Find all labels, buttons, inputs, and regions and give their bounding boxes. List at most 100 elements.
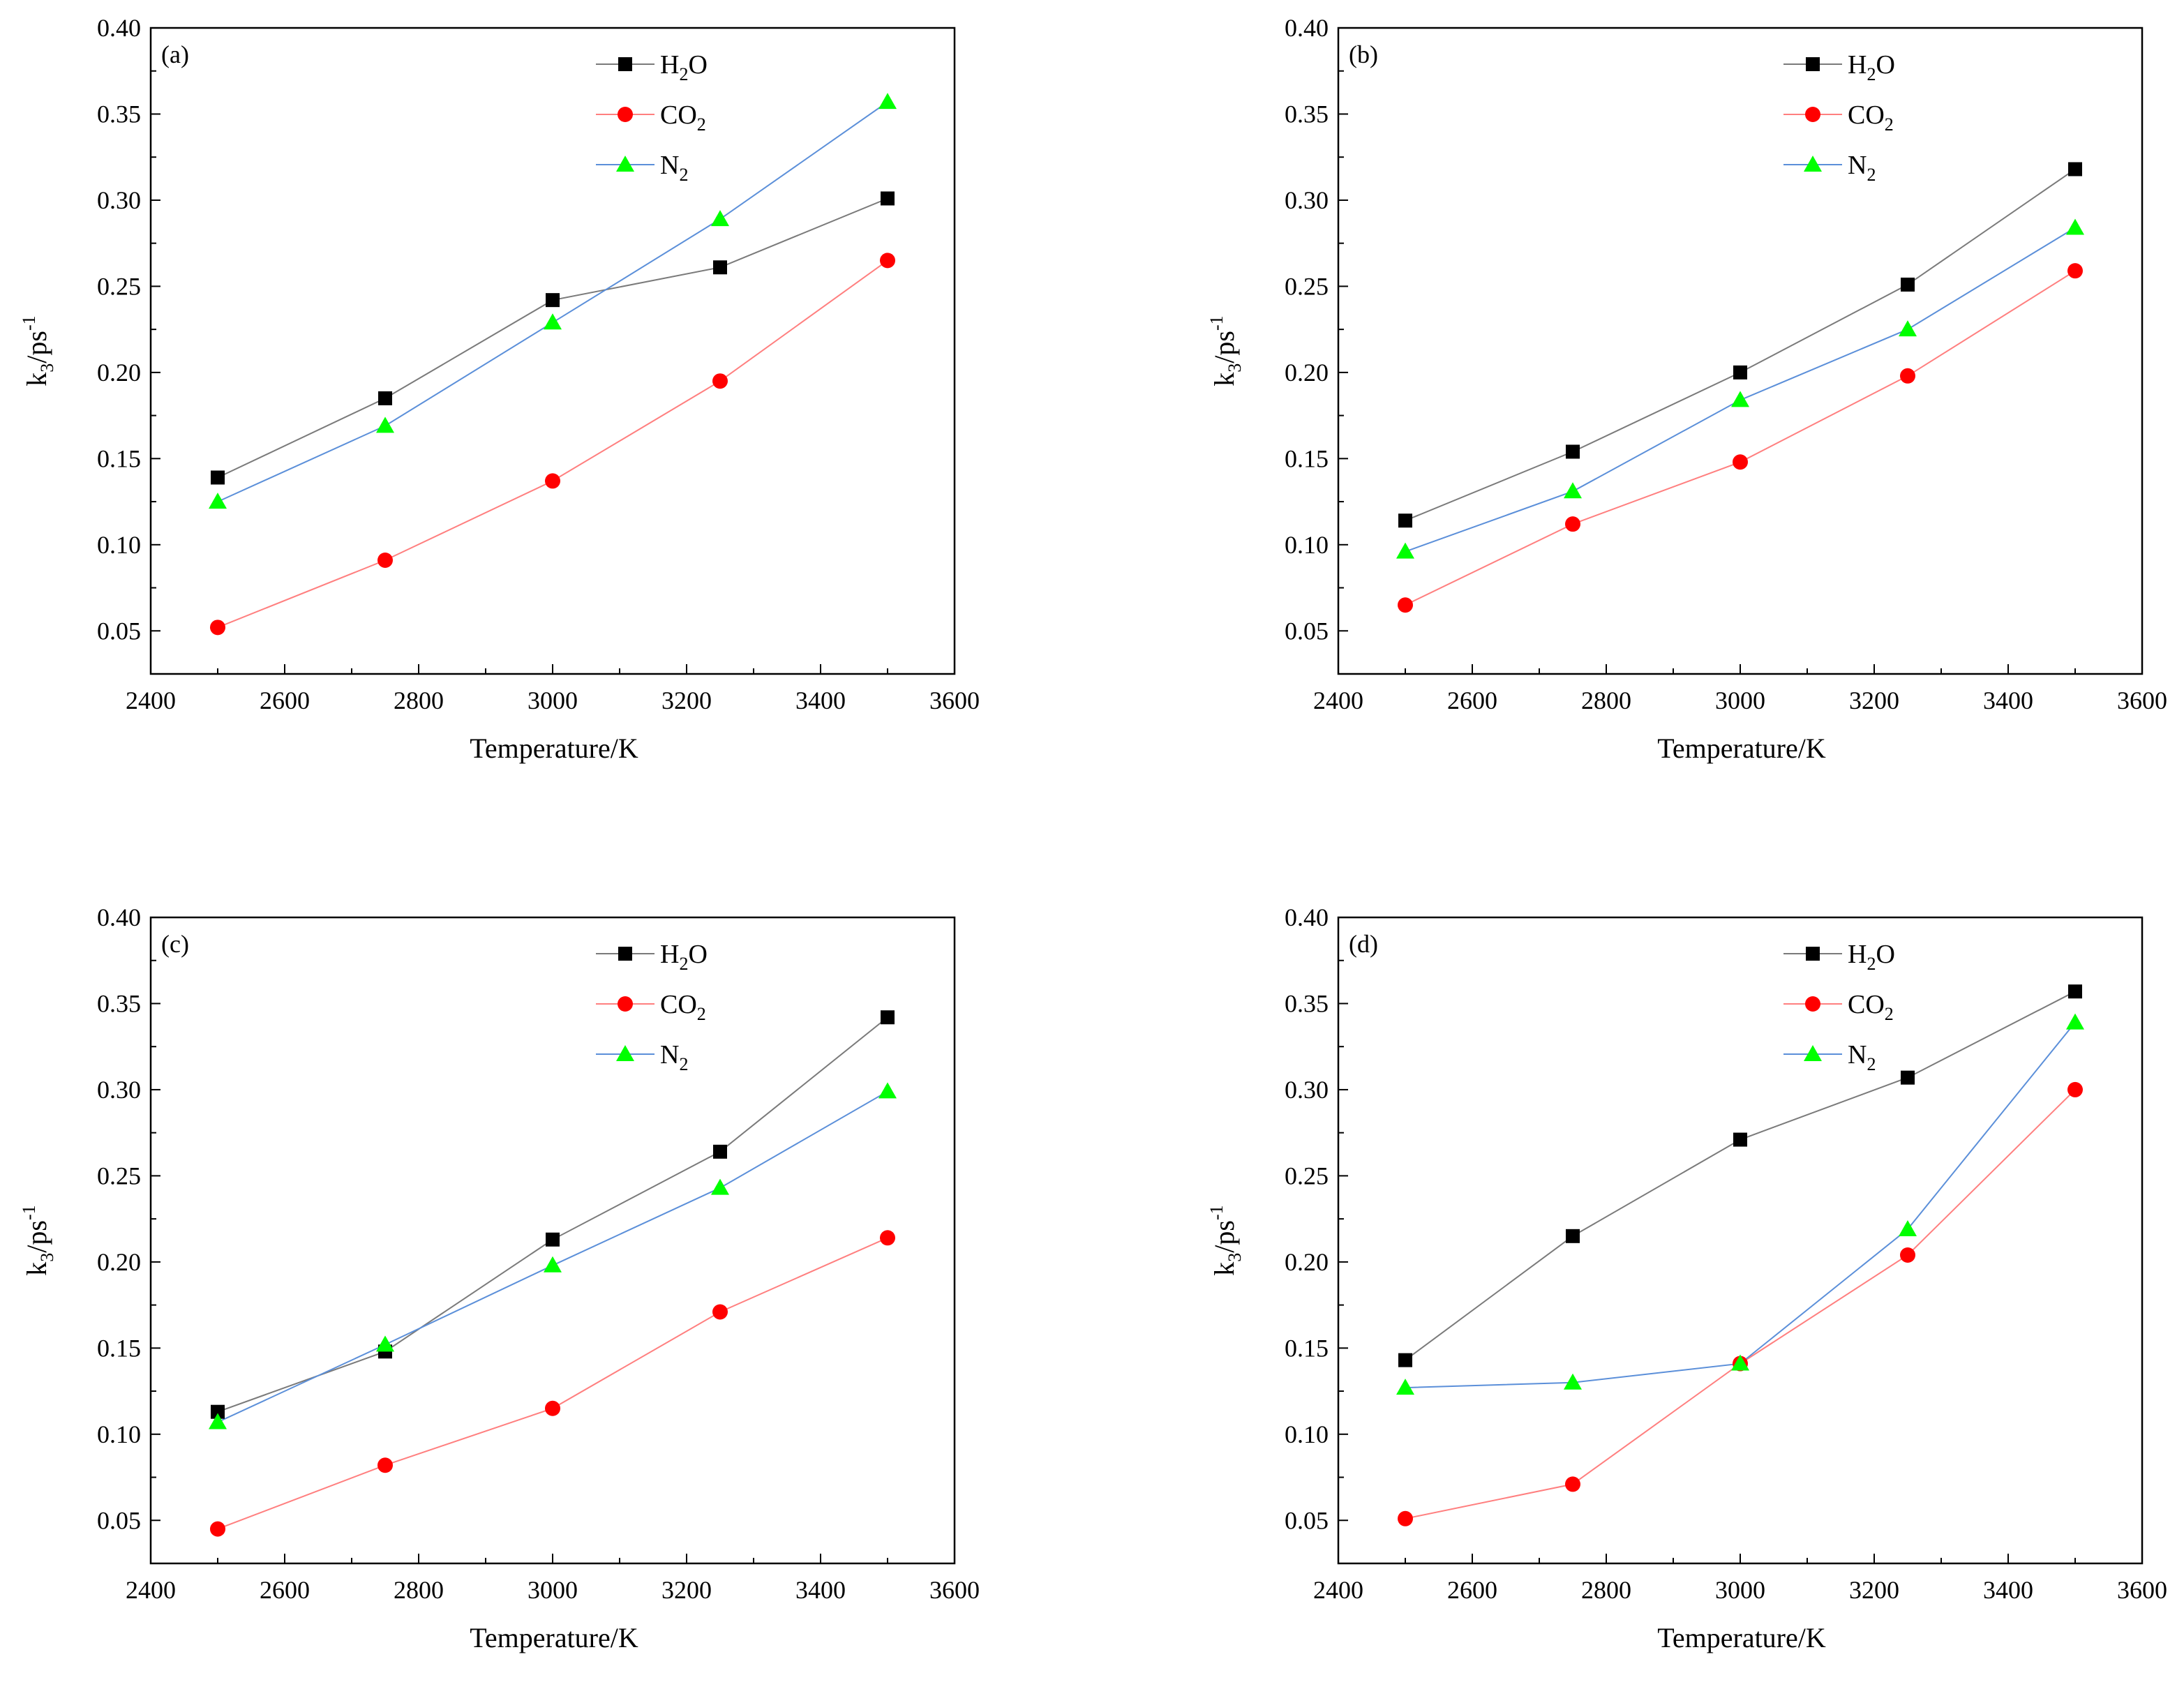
x-tick-label: 2800 <box>394 686 444 714</box>
y-tick-label: 0.20 <box>97 1248 141 1276</box>
legend: H2O CO2 N2 <box>1783 50 1895 185</box>
x-tick-label: 2400 <box>126 686 176 714</box>
data-point-n2 <box>1564 1373 1582 1390</box>
data-point-h2o <box>2068 162 2082 177</box>
y-axis-title: k3/ps-1 <box>1206 1205 1245 1275</box>
legend-marker-h2o <box>1806 947 1820 961</box>
plot-frame <box>149 27 956 675</box>
data-point-co2 <box>2067 263 2083 279</box>
legend-label-co2: CO2 <box>1848 100 1894 135</box>
x-tick-label: 2600 <box>260 686 310 714</box>
data-point-h2o <box>713 260 727 275</box>
legend-label-co2: CO2 <box>660 990 706 1024</box>
data-point-h2o <box>546 1232 560 1247</box>
data-point-co2 <box>1398 1510 1413 1526</box>
y-axis-title: k3/ps-1 <box>19 1205 57 1275</box>
data-point-co2 <box>545 473 560 489</box>
y-tick-label: 0.25 <box>1285 1162 1329 1189</box>
legend-marker-h2o <box>618 57 632 71</box>
y-tick-label: 0.35 <box>1285 100 1329 128</box>
x-axis-title: Temperature/K <box>470 733 638 764</box>
y-tick-label: 0.05 <box>97 617 141 645</box>
legend-marker-n2 <box>616 156 634 172</box>
legend-label-h2o: H2O <box>660 50 708 84</box>
x-tick-label: 3200 <box>661 686 712 714</box>
chart-panel-4: 2400 2600 2800 3000 3200 3400 3600 0.05 0.10 0.15… <box>1206 903 2167 1653</box>
data-point-n2 <box>209 493 227 509</box>
x-tick-label: 3400 <box>1983 1576 2033 1604</box>
legend-label-h2o: H2O <box>1848 940 1895 974</box>
data-point-h2o <box>881 191 895 206</box>
x-tick-label: 2400 <box>1313 1576 1363 1604</box>
chart-panel-1: 2400 2600 2800 3000 3200 3400 3600 0.05 0.10 0.15… <box>19 14 980 764</box>
legend-label-n2: N2 <box>660 1040 688 1074</box>
legend-label-n2: N2 <box>1848 151 1876 185</box>
y-tick-label: 0.40 <box>1285 14 1329 42</box>
y-tick-label: 0.10 <box>1285 531 1329 559</box>
y-tick-label: 0.25 <box>97 1162 141 1189</box>
y-tick-label: 0.40 <box>97 14 141 42</box>
legend-label-co2: CO2 <box>1848 990 1894 1024</box>
data-point-n2 <box>209 1413 227 1429</box>
data-point-co2 <box>712 373 728 389</box>
y-tick-label: 0.40 <box>97 903 141 931</box>
x-tick-label: 2600 <box>1447 686 1497 714</box>
data-point-n2 <box>878 1082 897 1099</box>
x-axis-title: Temperature/K <box>470 1622 638 1653</box>
data-point-n2 <box>2066 218 2084 235</box>
legend-marker-n2 <box>1804 1045 1822 1061</box>
data-point-co2 <box>1565 516 1580 532</box>
legend-marker-h2o <box>1806 57 1820 71</box>
data-point-co2 <box>377 553 393 569</box>
x-tick-label: 3600 <box>2117 686 2167 714</box>
y-tick-label: 0.05 <box>97 1506 141 1534</box>
data-point-n2 <box>544 1256 562 1273</box>
data-point-n2 <box>1396 1379 1414 1395</box>
x-tick-label: 2800 <box>1581 1576 1631 1604</box>
legend-marker-h2o <box>618 947 632 961</box>
legend: H2O CO2 N2 <box>1783 940 1895 1074</box>
y-tick-label: 0.35 <box>97 100 141 128</box>
x-tick-label: 3200 <box>1849 686 1899 714</box>
y-tick-label: 0.05 <box>1285 617 1329 645</box>
x-tick-label: 3200 <box>1849 1576 1899 1604</box>
x-tick-label: 3600 <box>2117 1576 2167 1604</box>
data-point-co2 <box>712 1304 728 1320</box>
legend: H2O CO2 N2 <box>596 50 708 185</box>
x-tick-label: 2400 <box>126 1576 176 1604</box>
panel-label: (a) <box>161 40 189 68</box>
panel-label: (c) <box>161 930 189 958</box>
plot-frame <box>1337 916 2144 1565</box>
x-tick-label: 3200 <box>661 1576 712 1604</box>
series-line-co2 <box>1405 1089 2076 1519</box>
series-line-co2 <box>1405 270 2076 606</box>
legend-marker-n2 <box>616 1045 634 1061</box>
legend-marker-co2 <box>618 107 633 122</box>
panel-label: (b) <box>1349 40 1378 68</box>
x-axis-title: Temperature/K <box>1657 1622 1826 1653</box>
data-point-co2 <box>1900 368 1915 384</box>
data-point-h2o <box>881 1010 895 1025</box>
data-point-h2o <box>378 391 392 405</box>
legend: H2O CO2 N2 <box>596 940 708 1074</box>
y-tick-label: 0.25 <box>1285 272 1329 300</box>
x-tick-label: 2800 <box>394 1576 444 1604</box>
x-axis-title: Temperature/K <box>1657 733 1826 764</box>
y-tick-label: 0.35 <box>97 989 141 1017</box>
legend-label-n2: N2 <box>1848 1040 1876 1074</box>
y-axis-title: k3/ps-1 <box>19 315 57 386</box>
y-tick-label: 0.15 <box>97 1334 141 1362</box>
data-point-co2 <box>880 253 895 269</box>
data-point-n2 <box>1899 320 1917 337</box>
data-point-h2o <box>546 293 560 308</box>
legend-marker-n2 <box>1804 156 1822 172</box>
y-tick-label: 0.30 <box>1285 186 1329 214</box>
data-point-n2 <box>376 1335 394 1352</box>
data-point-n2 <box>544 313 562 330</box>
y-tick-label: 0.35 <box>1285 989 1329 1017</box>
data-point-h2o <box>1901 277 1915 292</box>
legend-marker-co2 <box>1805 996 1820 1012</box>
x-tick-label: 3600 <box>929 686 980 714</box>
legend-label-n2: N2 <box>660 151 688 185</box>
